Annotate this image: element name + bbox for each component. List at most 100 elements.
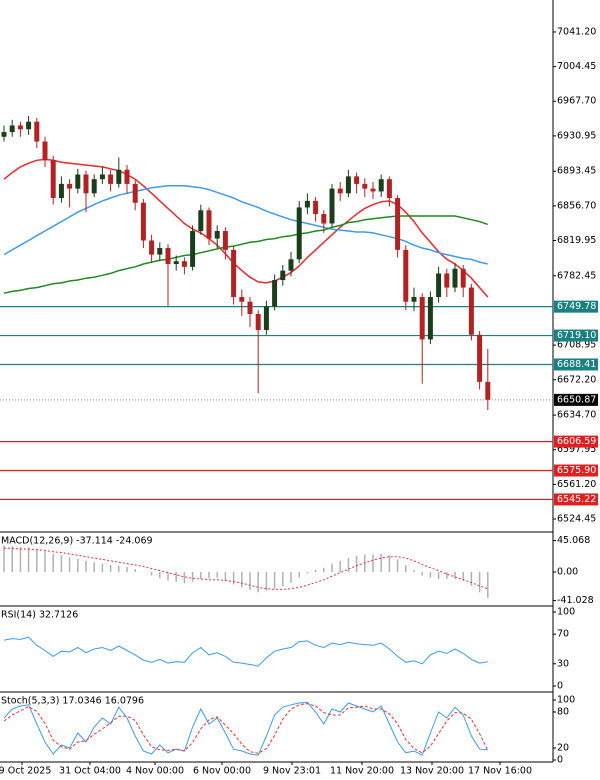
candle-body (116, 169, 122, 184)
y-tick-label: 6930.95 (557, 130, 596, 141)
candle-body (452, 268, 458, 288)
signal-line (4, 547, 488, 590)
candle-body (296, 207, 302, 260)
candle-body (26, 121, 32, 130)
candle-body (272, 280, 278, 307)
candle-body (378, 179, 384, 192)
candle-body (1, 132, 7, 137)
level-label: 6749.78 (557, 301, 596, 312)
candle-body (239, 297, 245, 302)
current-price-label: 6650.87 (557, 394, 596, 405)
candle-body (477, 334, 483, 382)
y-tick-label: 6672.20 (557, 374, 596, 385)
y-tick-label: 7004.45 (557, 61, 596, 72)
x-tick-label: 11 Nov 20:00 (330, 766, 394, 777)
candle-body (345, 176, 351, 194)
candle-body (247, 301, 253, 314)
level-label-box (554, 435, 598, 448)
candle-body (403, 249, 409, 302)
candle-body (329, 188, 335, 224)
x-tick-label: 31 Oct 04:00 (59, 766, 121, 777)
candle-body (157, 247, 163, 255)
candle-body (411, 297, 417, 302)
y-tick-label: 6967.70 (557, 96, 596, 107)
panel-title: RSI(14) 32.7126 (1, 610, 78, 621)
candle-body (34, 121, 40, 142)
y-tick-label: 6524.45 (557, 514, 596, 525)
y-tick-label: 100 (557, 695, 575, 706)
candle-body (198, 210, 204, 232)
x-tick-label: 13 Nov 20:00 (400, 766, 464, 777)
candle-body (165, 247, 171, 265)
candle-body (231, 249, 237, 298)
moving-average (3, 185, 488, 265)
candle-body (370, 188, 376, 192)
level-label: 6575.90 (557, 465, 596, 476)
candle-body (337, 188, 343, 194)
candle-body (132, 183, 138, 203)
panel-title: Stoch(5,3,3) 17.0346 16.0796 (1, 696, 144, 707)
candle-body (75, 174, 81, 189)
level-label-box (554, 493, 598, 506)
y-tick-label: 80 (557, 707, 569, 718)
indicator-line (3, 636, 488, 667)
y-tick-label: 0 (557, 681, 563, 692)
level-label: 6688.41 (557, 359, 596, 370)
candle-body (9, 125, 15, 133)
candle-body (468, 287, 474, 335)
level-label-box (554, 464, 598, 477)
y-tick-label: 6782.45 (557, 270, 596, 281)
y-tick-label: 7041.20 (557, 26, 596, 37)
candle-body (214, 231, 220, 239)
x-tick-label: 29 Oct 2025 (0, 766, 51, 777)
level-label-box (554, 358, 598, 371)
x-tick-label: 4 Nov 00:00 (126, 766, 184, 777)
y-tick-label: 6893.45 (557, 166, 596, 177)
candle-body (124, 169, 130, 184)
candle-body (395, 198, 401, 250)
candle-body (321, 214, 327, 224)
candle-body (288, 259, 294, 271)
candle-body (99, 174, 105, 180)
y-tick-label: 6634.70 (557, 410, 596, 421)
candle-body (386, 179, 392, 199)
y-tick-label: 0.00 (557, 566, 578, 577)
candle-body (255, 313, 261, 330)
candle-body (362, 183, 368, 189)
candle-body (419, 297, 425, 340)
level-label: 6545.22 (557, 494, 596, 505)
y-tick-label: 100 (557, 606, 575, 617)
y-tick-label: -41.028 (557, 595, 594, 606)
level-label: 6606.59 (557, 436, 596, 447)
candle-body (108, 174, 114, 184)
candle-body (67, 183, 73, 189)
y-tick-label: 0 (557, 755, 563, 766)
moving-average (3, 158, 489, 298)
panel-title: MACD(12,26,9) -37.114 -24.069 (1, 536, 153, 547)
y-tick-label: 6856.70 (557, 200, 596, 211)
y-tick-label: 70 (557, 629, 569, 640)
candle-body (140, 202, 146, 241)
indicator-line (3, 701, 488, 756)
current-price-box (554, 393, 598, 406)
y-tick-label: 30 (557, 658, 569, 669)
candle-body (427, 297, 433, 340)
candle-body (485, 381, 491, 400)
y-tick-label: 6597.95 (557, 444, 596, 455)
candle-body (83, 174, 89, 194)
level-label-box (554, 300, 598, 313)
candle-body (181, 261, 187, 267)
y-tick-label: 20 (557, 743, 569, 754)
candle-body (58, 183, 64, 199)
level-label: 6719.10 (557, 330, 596, 341)
y-tick-label: 6708.95 (557, 340, 596, 351)
candle-body (42, 141, 48, 161)
candle-body (50, 160, 56, 199)
candle-body (313, 200, 319, 215)
moving-average (3, 215, 489, 294)
y-tick-label: 6819.95 (557, 235, 596, 246)
candle-body (436, 273, 442, 298)
candle-body (190, 231, 196, 267)
